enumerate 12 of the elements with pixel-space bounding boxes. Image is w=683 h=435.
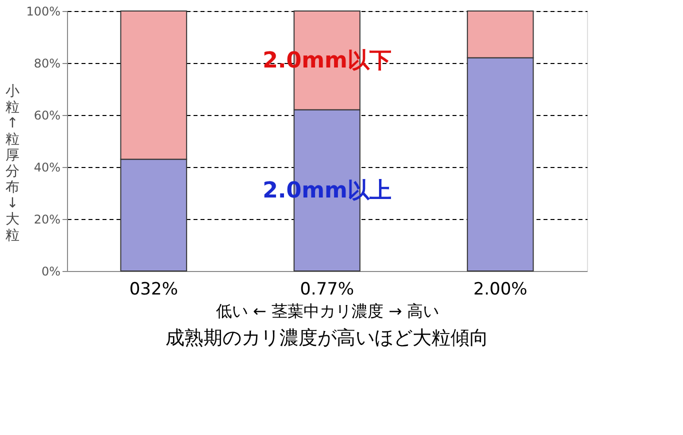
x-tick-label: 0.77% (300, 280, 354, 300)
y-tick-label: 20% (34, 212, 60, 226)
x-tick-label: 2.00% (473, 280, 528, 300)
x-tick-label: 032% (129, 280, 178, 300)
y-tick-label: 60% (34, 108, 60, 122)
text: 小粒↑粒厚分布↓大粒 (6, 84, 20, 244)
y-tick-label: 100% (26, 4, 60, 18)
y-tick-label: 80% (34, 56, 60, 70)
text: 成熟期のカリ濃度が高いほど大粒傾向 (166, 327, 488, 349)
y-tick-label: 40% (34, 160, 60, 174)
y-tick-label: 0% (41, 264, 60, 278)
x-axis-title: 低い ← 茎葉中カリ濃度 → 高い (216, 302, 440, 320)
